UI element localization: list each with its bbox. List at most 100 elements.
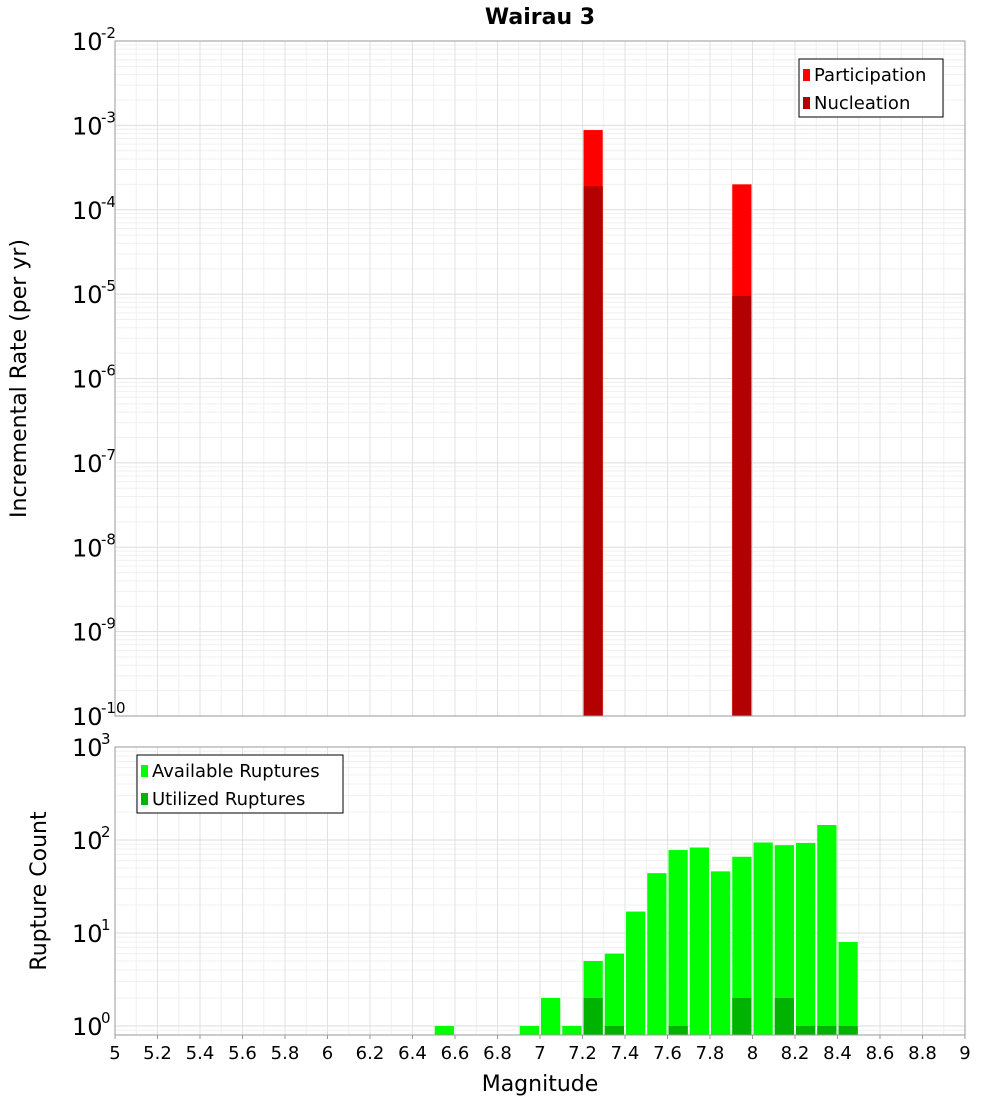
count-y-tick-exponent: 3	[101, 730, 111, 748]
count-bar-series-1	[817, 1025, 837, 1035]
count-bar-series-0	[562, 1025, 582, 1035]
count-y-tick-base: 10	[72, 827, 103, 855]
count-legend-swatch	[141, 765, 148, 777]
count-bar-series-0	[774, 845, 794, 1035]
count-bar-series-1	[732, 997, 752, 1035]
x-tick-label: 7	[534, 1043, 545, 1064]
rate-legend-swatch	[803, 69, 810, 81]
x-tick-label: 5.6	[228, 1043, 257, 1064]
count-legend-box	[136, 754, 344, 814]
count-y-tick-label: 103	[72, 730, 111, 762]
rate-y-tick-label: 10-7	[72, 446, 116, 478]
count-legend-entry: Utilized Ruptures	[152, 789, 305, 810]
x-tick-label: 5.2	[143, 1043, 172, 1064]
count-bar-series-1	[583, 997, 603, 1035]
count-bar-series-1	[838, 1025, 858, 1035]
rate-y-tick-exponent: -7	[101, 446, 116, 464]
count-bar-series-1	[668, 1025, 688, 1035]
rate-bar-series-1	[583, 186, 603, 716]
count-y-tick-base: 10	[72, 734, 103, 762]
rate-y-tick-exponent: -3	[101, 108, 116, 126]
count-y-tick-label: 101	[72, 916, 111, 948]
rate-y-tick-base: 10	[72, 450, 103, 478]
count-bar-series-0	[817, 824, 837, 1035]
rate-legend: Participation Nucleation	[798, 58, 944, 118]
rate-y-axis-label: Incremental Rate (per yr)	[7, 239, 32, 518]
rate-y-tick-label: 10-2	[72, 24, 116, 56]
count-bar-series-1	[796, 1025, 816, 1035]
rate-y-tick-exponent: -8	[101, 530, 116, 548]
rate-legend-swatch	[803, 97, 810, 109]
rate-y-tick-base: 10	[72, 534, 103, 562]
rate-y-tick-base: 10	[72, 281, 103, 309]
rate-y-tick-label: 10-3	[72, 108, 116, 140]
count-bar-series-0	[434, 1025, 454, 1035]
count-bar-series-0	[732, 856, 752, 1035]
count-bar-series-0	[689, 847, 709, 1035]
rate-y-tick-exponent: -5	[101, 277, 116, 295]
x-tick-label: 7.8	[696, 1043, 725, 1064]
rate-y-tick-base: 10	[72, 112, 103, 140]
x-tick-label: 6.6	[441, 1043, 470, 1064]
rate-legend-entry: Nucleation	[814, 93, 910, 114]
x-axis-label: Magnitude	[482, 1072, 599, 1097]
rate-y-tick-label: 10-5	[72, 277, 116, 309]
count-y-tick-label: 100	[72, 1009, 111, 1041]
count-bar-series-0	[604, 953, 624, 1035]
x-tick-label: 5.4	[186, 1043, 215, 1064]
x-tick-label: 8.2	[781, 1043, 810, 1064]
x-tick-label: 6.4	[398, 1043, 427, 1064]
count-y-tick-exponent: 0	[101, 1009, 111, 1027]
rate-y-tick-exponent: -4	[101, 193, 116, 211]
rate-legend-entry: Participation	[814, 65, 926, 86]
rate-legend-box	[798, 58, 944, 118]
x-tick-label: 9	[959, 1043, 970, 1064]
count-bar-series-0	[647, 873, 667, 1035]
count-bar-series-1	[604, 1025, 624, 1035]
x-tick-label: 5	[109, 1043, 120, 1064]
count-y-tick-exponent: 2	[101, 823, 111, 841]
x-tick-label: 8.6	[866, 1043, 895, 1064]
rate-y-tick-label: 10-8	[72, 530, 116, 562]
x-tick-label: 6	[322, 1043, 333, 1064]
x-tick-label: 7.6	[653, 1043, 682, 1064]
count-bar-series-0	[711, 871, 731, 1035]
rate-y-tick-exponent: -6	[101, 362, 116, 380]
x-tick-label: 8.8	[908, 1043, 937, 1064]
rate-y-tick-base: 10	[72, 619, 103, 647]
count-y-tick-exponent: 1	[101, 916, 111, 934]
count-bar-series-0	[626, 911, 646, 1035]
count-bar-series-1	[774, 997, 794, 1035]
rate-y-tick-base: 10	[72, 366, 103, 394]
rate-y-tick-base: 10	[72, 28, 103, 56]
x-tick-label: 7.2	[568, 1043, 597, 1064]
x-tick-label: 6.8	[483, 1043, 512, 1064]
count-y-tick-label: 102	[72, 823, 111, 855]
rate-y-tick-exponent: -10	[101, 699, 126, 717]
count-bar-series-0	[519, 1025, 539, 1035]
rate-y-tick-label: 10-10	[72, 699, 126, 731]
count-bar-series-0	[796, 842, 816, 1035]
rate-plot-frame	[114, 40, 966, 717]
rate-y-tick-base: 10	[72, 197, 103, 225]
chart-title: Wairau 3	[485, 5, 595, 30]
rate-bar-series-1	[732, 296, 752, 716]
x-tick-label: 6.2	[356, 1043, 385, 1064]
count-legend-entry: Available Ruptures	[152, 761, 320, 782]
count-bar-series-0	[541, 997, 561, 1035]
x-tick-label: 7.4	[611, 1043, 640, 1064]
count-bar-series-0	[753, 842, 773, 1035]
count-y-tick-base: 10	[72, 920, 103, 948]
count-legend-swatch	[141, 793, 148, 805]
count-legend: Available Ruptures Utilized Ruptures	[136, 754, 344, 814]
count-y-axis-label: Rupture Count	[27, 811, 52, 971]
rate-y-tick-exponent: -9	[101, 615, 116, 633]
rate-y-tick-label: 10-9	[72, 615, 116, 647]
x-tick-label: 5.8	[271, 1043, 300, 1064]
rate-y-tick-label: 10-4	[72, 193, 116, 225]
rate-y-tick-base: 10	[72, 703, 103, 731]
x-tick-label: 8	[747, 1043, 758, 1064]
count-bar-series-0	[838, 942, 858, 1035]
